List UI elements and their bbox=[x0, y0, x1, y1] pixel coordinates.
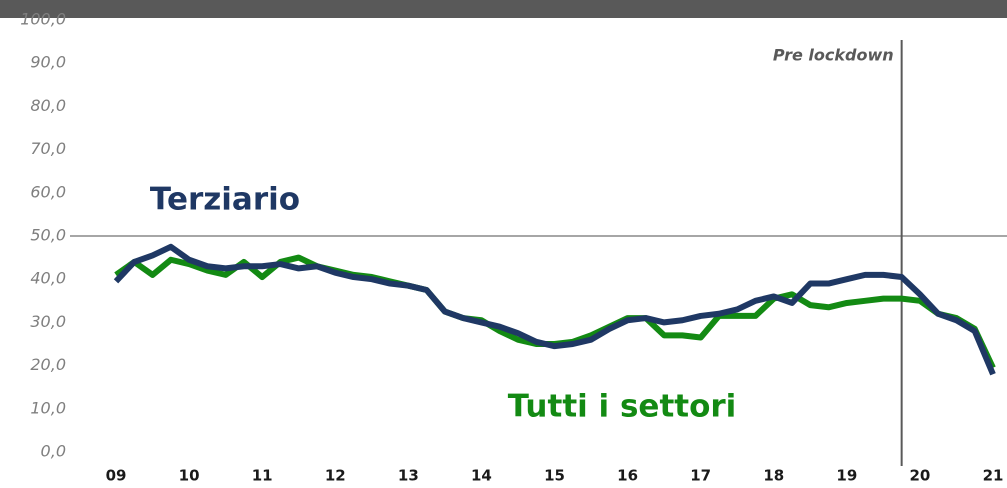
x-tick-label: 12 bbox=[325, 467, 346, 485]
x-tick-label: 17 bbox=[690, 467, 711, 485]
x-tick-label: 11 bbox=[252, 467, 273, 485]
x-tick-label: 15 bbox=[544, 467, 565, 485]
y-tick-label: 70,0 bbox=[30, 139, 66, 158]
y-tick-label: 80,0 bbox=[30, 96, 66, 115]
x-tick-label: 09 bbox=[106, 467, 127, 485]
y-tick-label: 60,0 bbox=[30, 182, 66, 201]
series-label: Tutti i settori bbox=[508, 389, 737, 425]
y-tick-label: 10,0 bbox=[30, 398, 66, 417]
x-tick-label: 10 bbox=[179, 467, 200, 485]
y-tick-label: 0,0 bbox=[41, 442, 66, 461]
y-tick-label: 40,0 bbox=[30, 269, 66, 288]
y-tick-label: 90,0 bbox=[30, 53, 66, 72]
x-tick-label: 18 bbox=[763, 467, 784, 485]
x-tick-label: 20 bbox=[909, 467, 930, 485]
y-tick-label: 20,0 bbox=[30, 355, 66, 374]
x-tick-label: 16 bbox=[617, 467, 638, 485]
y-tick-label: 30,0 bbox=[30, 312, 66, 331]
x-tick-label: 21 bbox=[983, 467, 1004, 485]
lockdown-label: Pre lockdown bbox=[773, 46, 894, 65]
series-line bbox=[113, 243, 996, 376]
x-tick-label: 19 bbox=[836, 467, 857, 485]
y-tick-label: 50,0 bbox=[30, 226, 66, 245]
x-tick-label: 14 bbox=[471, 467, 492, 485]
series-label: Terziario bbox=[150, 182, 300, 218]
y-tick-label: 100,0 bbox=[20, 10, 66, 29]
x-tick-label: 13 bbox=[398, 467, 419, 485]
header-band bbox=[0, 0, 1007, 18]
